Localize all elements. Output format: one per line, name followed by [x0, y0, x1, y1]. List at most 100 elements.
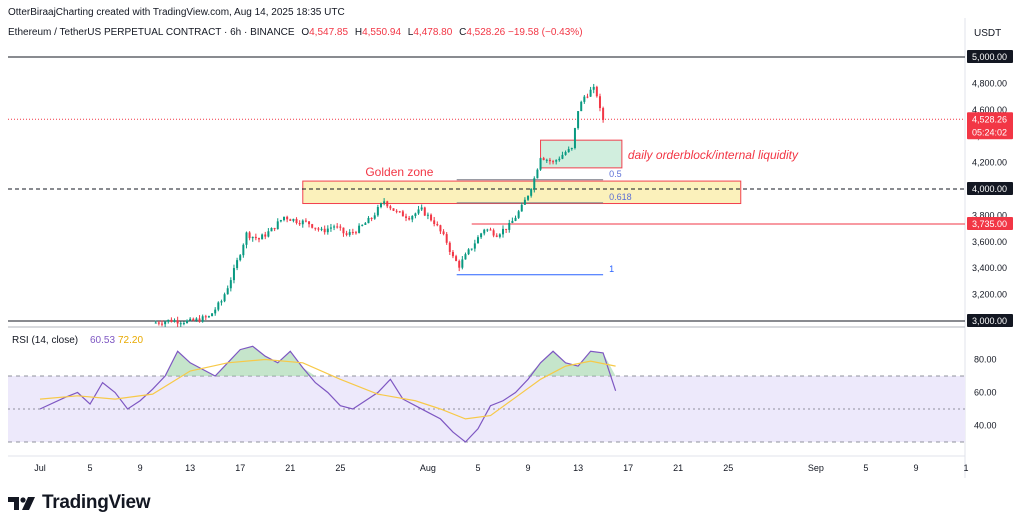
candle[interactable] [386, 200, 389, 209]
candle[interactable] [226, 285, 229, 295]
candle[interactable] [401, 209, 404, 217]
candle[interactable] [167, 319, 170, 324]
candle[interactable] [383, 198, 386, 206]
candle[interactable] [239, 253, 242, 262]
candle[interactable] [530, 188, 533, 198]
candle[interactable] [283, 216, 286, 222]
candle[interactable] [498, 233, 501, 239]
candle[interactable] [254, 233, 257, 241]
candle[interactable] [458, 259, 461, 272]
candle[interactable] [223, 292, 226, 303]
candle[interactable] [420, 204, 423, 211]
candle[interactable] [451, 250, 454, 259]
candle[interactable] [201, 314, 204, 323]
candle[interactable] [314, 227, 317, 231]
candle[interactable] [580, 100, 583, 112]
candle[interactable] [326, 225, 329, 235]
candle[interactable] [304, 218, 307, 223]
candle[interactable] [236, 257, 239, 271]
candle[interactable] [154, 320, 157, 324]
candle[interactable] [207, 315, 210, 319]
candle[interactable] [570, 147, 573, 151]
candle[interactable] [333, 224, 336, 231]
candle[interactable] [286, 215, 289, 223]
candle[interactable] [476, 235, 479, 244]
candle[interactable] [461, 256, 464, 270]
candle[interactable] [555, 159, 558, 165]
candle[interactable] [470, 248, 473, 251]
candle[interactable] [248, 231, 251, 241]
candle[interactable] [395, 209, 398, 214]
candle[interactable] [336, 223, 339, 229]
candle[interactable] [508, 219, 511, 233]
candle[interactable] [392, 208, 395, 212]
candle[interactable] [261, 233, 264, 240]
candle[interactable] [545, 158, 548, 163]
candle[interactable] [298, 220, 301, 226]
candle[interactable] [583, 94, 586, 104]
candle[interactable] [533, 176, 536, 193]
candle[interactable] [480, 232, 483, 239]
candle[interactable] [242, 243, 245, 258]
candle[interactable] [467, 248, 470, 256]
candle[interactable] [232, 264, 235, 284]
candle[interactable] [536, 168, 539, 179]
candle[interactable] [408, 215, 411, 221]
candle[interactable] [436, 221, 439, 227]
candle[interactable] [523, 197, 526, 205]
candle[interactable] [176, 316, 179, 328]
candle[interactable] [548, 157, 551, 165]
candle[interactable] [267, 228, 270, 238]
candle[interactable] [511, 217, 514, 224]
candle[interactable] [342, 227, 345, 237]
candle[interactable] [411, 215, 414, 223]
candle[interactable] [289, 218, 292, 221]
candle[interactable] [173, 318, 176, 323]
candle[interactable] [414, 212, 417, 219]
rsi-ma-line[interactable] [39, 358, 616, 420]
candle[interactable] [361, 224, 364, 227]
candle[interactable] [214, 307, 217, 316]
candle[interactable] [204, 314, 207, 321]
candle[interactable] [301, 219, 304, 228]
candle[interactable] [179, 321, 182, 327]
candle[interactable] [251, 236, 254, 242]
candle[interactable] [367, 216, 370, 224]
candle[interactable] [527, 195, 530, 202]
candle[interactable] [182, 321, 185, 326]
candle[interactable] [308, 221, 311, 228]
candle[interactable] [517, 209, 520, 219]
candle[interactable] [430, 213, 433, 222]
candle[interactable] [542, 156, 545, 161]
candle[interactable] [398, 210, 401, 213]
candle[interactable] [448, 241, 451, 256]
candle[interactable] [589, 86, 592, 97]
candle[interactable] [598, 93, 601, 112]
candle[interactable] [502, 225, 504, 238]
candle[interactable] [577, 111, 580, 130]
golden-zone-box[interactable] [302, 180, 742, 205]
candle[interactable] [405, 213, 408, 222]
candle[interactable] [464, 252, 467, 260]
candle[interactable] [433, 216, 436, 227]
candle[interactable] [211, 313, 214, 317]
candle[interactable] [157, 320, 160, 326]
candle[interactable] [311, 223, 314, 229]
candle[interactable] [192, 317, 195, 322]
candle[interactable] [426, 212, 429, 220]
candle[interactable] [492, 228, 495, 238]
candle[interactable] [273, 227, 276, 232]
candle[interactable] [439, 224, 442, 235]
candle[interactable] [586, 93, 589, 99]
candle[interactable] [389, 204, 392, 211]
candle[interactable] [370, 217, 373, 222]
candle[interactable] [323, 225, 326, 235]
candle[interactable] [186, 319, 189, 324]
candle[interactable] [320, 226, 323, 232]
candle[interactable] [364, 221, 367, 225]
candle[interactable] [348, 229, 351, 237]
candle[interactable] [229, 277, 232, 292]
candle[interactable] [220, 299, 223, 306]
orderblock-box[interactable] [540, 139, 623, 169]
candle[interactable] [279, 219, 282, 223]
